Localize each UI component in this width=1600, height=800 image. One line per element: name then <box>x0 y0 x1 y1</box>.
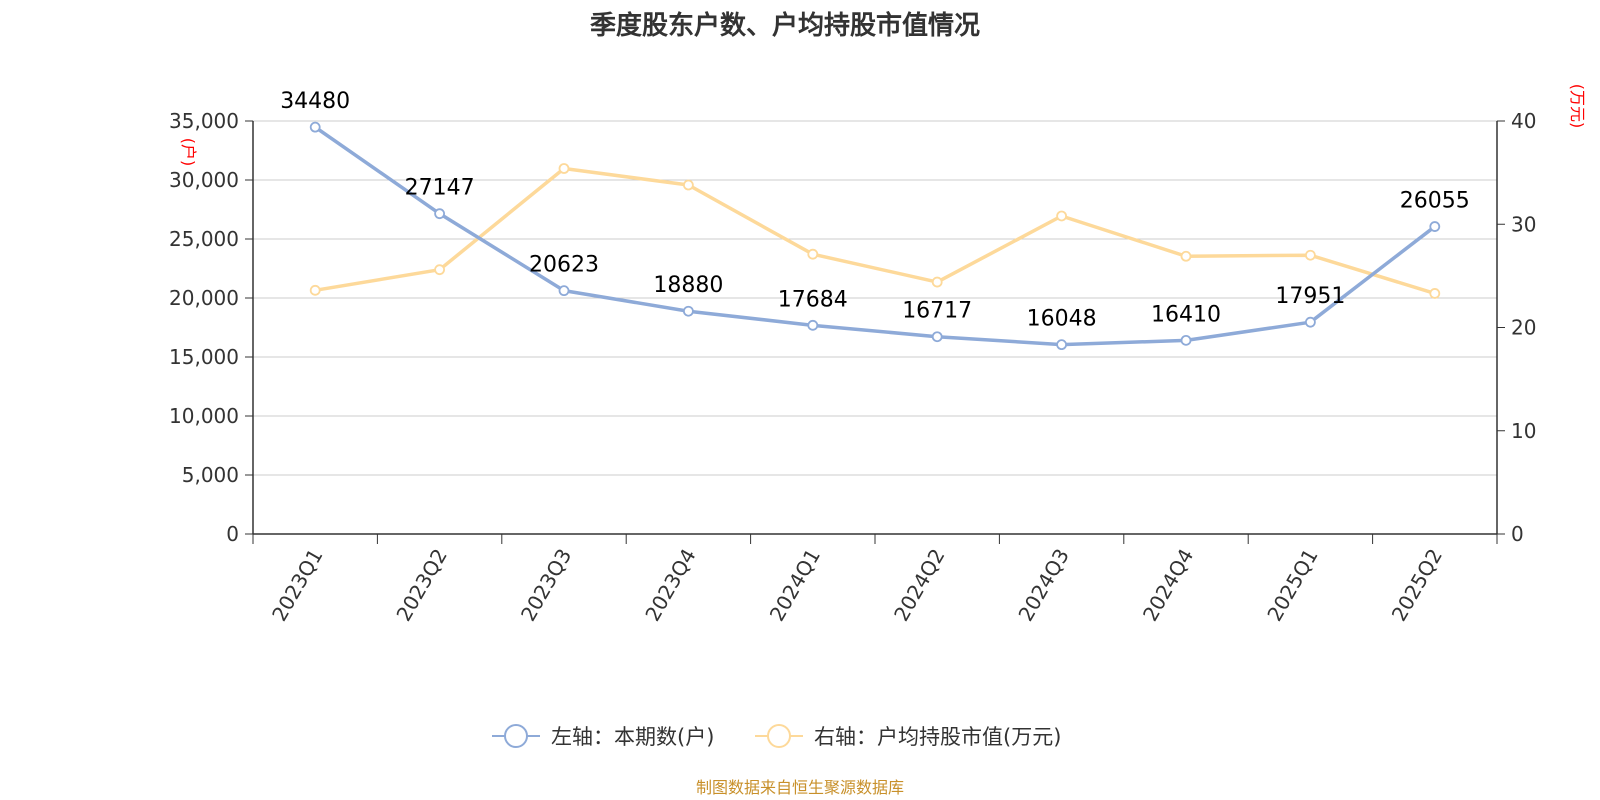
right-series-point <box>1305 249 1316 261</box>
right-tick-label: 40 <box>1511 109 1536 133</box>
legend-marker-right <box>767 724 791 748</box>
left-series-line <box>314 125 1436 347</box>
left-series-point <box>1056 339 1067 351</box>
series-right <box>309 163 1441 299</box>
left-tick-label: 0 <box>226 522 239 546</box>
x-axis-ticks: 2023Q1 2023Q2 2023Q3 2023Q4 2024Q1 2024Q2 2024… <box>267 545 1447 626</box>
chart-title: 季度股东户数、户均持股市值情况 <box>590 10 980 41</box>
right-tick-label: 30 <box>1511 212 1536 236</box>
data-label: 26055 <box>1400 189 1470 214</box>
legend-marker-left <box>504 724 528 748</box>
right-series-point <box>1056 210 1067 222</box>
left-series-point <box>1429 221 1441 232</box>
right-series-point <box>1180 250 1192 262</box>
data-label: 16048 <box>1027 307 1097 332</box>
right-series-point <box>309 284 321 296</box>
right-series-point <box>434 264 446 276</box>
data-label: 27147 <box>405 176 475 201</box>
left-series-point <box>1180 334 1192 346</box>
right-axis-ticks: 0 10 20 30 40 <box>1511 109 1536 546</box>
right-series-point <box>807 248 819 260</box>
x-tick-label: 2024Q3 <box>1013 545 1073 626</box>
x-tick-label: 2023Q4 <box>640 545 700 626</box>
left-axis-ticks: 0 5,000 10,000 15,000 20,000 25,000 30,000 35,0… <box>169 109 239 546</box>
left-tick-label: 30,000 <box>169 168 239 192</box>
left-series-point <box>309 121 321 133</box>
data-label: 16410 <box>1151 302 1221 327</box>
left-tick-label: 5,000 <box>182 463 239 487</box>
right-series-point <box>558 163 570 174</box>
legend: 左轴：本期数(户) 右轴：户均持股市值(万元) <box>492 724 1061 749</box>
data-label: 18880 <box>653 273 723 298</box>
x-tick-label: 2023Q3 <box>516 545 576 626</box>
data-label: 34480 <box>280 89 350 114</box>
x-tick-label: 2025Q1 <box>1262 545 1322 626</box>
legend-item-right[interactable]: 右轴：户均持股市值(万元) <box>755 724 1061 749</box>
left-tick-label: 35,000 <box>169 109 239 133</box>
right-series-point <box>931 276 943 288</box>
right-series-point <box>683 179 694 191</box>
x-tick-label: 2024Q4 <box>1138 545 1198 626</box>
x-tick-label: 2024Q1 <box>765 545 825 626</box>
data-label: 16717 <box>902 299 972 324</box>
series-left <box>309 121 1441 351</box>
right-tick-label: 0 <box>1511 522 1524 546</box>
left-series-point <box>1305 316 1316 328</box>
right-axis-unit: (万元) <box>1568 84 1587 129</box>
x-tick-label: 2025Q2 <box>1387 545 1447 626</box>
x-tick-label: 2023Q2 <box>391 545 451 626</box>
right-tick-label: 20 <box>1511 316 1536 340</box>
left-tick-label: 20,000 <box>169 286 239 310</box>
left-series-point <box>683 305 694 317</box>
grid-lines <box>253 120 1497 476</box>
left-series-point <box>558 285 570 297</box>
data-labels: 34480 27147 20623 18880 17684 16717 16048 16410… <box>280 89 1470 331</box>
data-label: 17684 <box>778 287 848 312</box>
left-series-point <box>807 319 819 331</box>
x-tick-label: 2023Q1 <box>267 545 327 626</box>
axes <box>245 120 1505 544</box>
right-series-point <box>1429 288 1441 299</box>
left-tick-label: 10,000 <box>169 404 239 428</box>
left-series-point <box>931 331 943 343</box>
x-tick-label: 2024Q2 <box>889 545 949 626</box>
right-series-line <box>314 166 1436 296</box>
left-series-point <box>434 208 446 220</box>
legend-label-left: 左轴：本期数(户) <box>551 725 714 749</box>
legend-item-left[interactable]: 左轴：本期数(户) <box>492 724 714 749</box>
legend-label-right: 右轴：户均持股市值(万元) <box>814 725 1061 749</box>
source-note: 制图数据来自恒生聚源数据库 <box>696 778 904 797</box>
left-tick-label: 15,000 <box>169 345 239 369</box>
right-tick-label: 10 <box>1511 419 1536 443</box>
data-label: 20623 <box>529 253 599 278</box>
left-axis-unit: (户) <box>179 138 198 167</box>
data-label: 17951 <box>1275 284 1345 309</box>
left-tick-label: 25,000 <box>169 227 239 251</box>
